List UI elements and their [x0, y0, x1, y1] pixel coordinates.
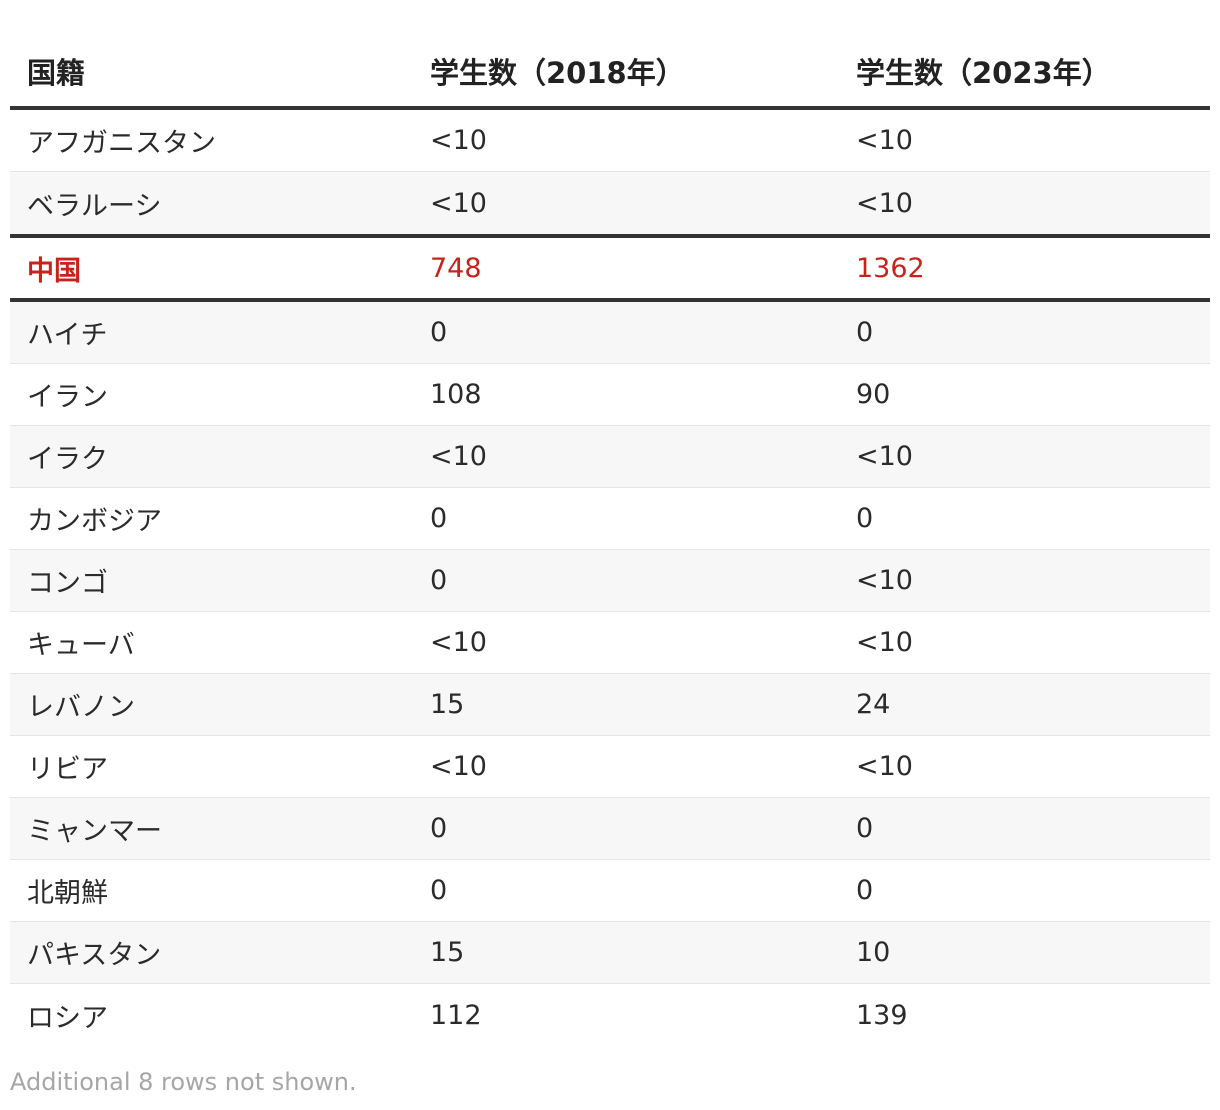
cell-country: レバノン	[27, 692, 135, 723]
cell-students-2018: 0	[430, 813, 448, 844]
cell-students-2018: 15	[430, 937, 465, 968]
cell-country: カンボジア	[27, 506, 162, 537]
cell-country: ロシア	[27, 1002, 108, 1034]
cell-students-2023: 139	[856, 999, 908, 1031]
table-row: キューバ <10 <10	[10, 612, 1210, 674]
cell-students-2023: <10	[856, 441, 913, 472]
table-row: ベラルーシ <10 <10	[10, 172, 1210, 234]
table-row: ハイチ 0 0	[10, 302, 1210, 364]
cell-country: 北朝鮮	[27, 878, 108, 909]
table-row: ロシア 112 139	[10, 984, 1210, 1046]
table-footnote: Additional 8 rows not shown.	[10, 1068, 357, 1096]
cell-country: 中国	[27, 255, 81, 287]
cell-students-2018: 0	[430, 875, 448, 906]
table-row: コンゴ 0 <10	[10, 550, 1210, 612]
cell-students-2018: 112	[430, 999, 482, 1031]
table-row: アフガニスタン <10 <10	[10, 110, 1210, 172]
table-row: イラク <10 <10	[10, 426, 1210, 488]
cell-students-2023: <10	[856, 565, 913, 596]
cell-students-2023: <10	[856, 187, 913, 219]
cell-students-2023: 0	[856, 813, 874, 844]
cell-students-2018: 0	[430, 503, 448, 534]
cell-students-2023: <10	[856, 125, 913, 156]
cell-students-2018: <10	[430, 627, 487, 658]
cell-country: イラク	[27, 444, 108, 475]
cell-students-2018: 108	[430, 379, 482, 410]
cell-students-2023: 1362	[856, 252, 925, 284]
cell-students-2023: 10	[856, 937, 891, 968]
cell-country: イラン	[27, 382, 108, 413]
cell-students-2018: <10	[430, 441, 487, 472]
cell-students-2023: 90	[856, 379, 891, 410]
column-header-students-2023: 学生数（2023年）	[856, 56, 1111, 90]
cell-students-2023: 0	[856, 875, 874, 906]
cell-country: ベラルーシ	[27, 190, 162, 222]
cell-country: ミャンマー	[27, 816, 162, 847]
cell-students-2018: 0	[430, 565, 448, 596]
cell-students-2023: <10	[856, 627, 913, 658]
table-row: イラン 108 90	[10, 364, 1210, 426]
cell-country: アフガニスタン	[27, 128, 216, 159]
cell-students-2018: <10	[430, 125, 487, 156]
data-table: 国籍 学生数（2018年） 学生数（2023年） アフガニスタン <10 <10…	[10, 0, 1210, 1046]
cell-students-2023: 0	[856, 317, 874, 348]
table-header: 国籍 学生数（2018年） 学生数（2023年）	[10, 0, 1210, 110]
cell-country: コンゴ	[27, 568, 108, 599]
table-row: パキスタン 15 10	[10, 922, 1210, 984]
cell-students-2023: <10	[856, 751, 913, 782]
cell-students-2023: 0	[856, 503, 874, 534]
table-row: レバノン 15 24	[10, 674, 1210, 736]
cell-country: リビア	[27, 754, 108, 785]
cell-students-2023: 24	[856, 689, 891, 720]
cell-country: キューバ	[27, 630, 135, 661]
cell-country: ハイチ	[27, 320, 108, 351]
table-row: カンボジア 0 0	[10, 488, 1210, 550]
table-row: リビア <10 <10	[10, 736, 1210, 798]
cell-students-2018: <10	[430, 751, 487, 782]
cell-students-2018: <10	[430, 187, 487, 219]
table-row-highlighted: 中国 748 1362	[10, 234, 1210, 302]
column-header-nationality: 国籍	[27, 56, 86, 90]
table-row: ミャンマー 0 0	[10, 798, 1210, 860]
cell-country: パキスタン	[27, 940, 162, 971]
column-header-students-2018: 学生数（2018年）	[430, 56, 685, 90]
table-row: 北朝鮮 0 0	[10, 860, 1210, 922]
cell-students-2018: 15	[430, 689, 465, 720]
cell-students-2018: 748	[430, 252, 482, 284]
cell-students-2018: 0	[430, 317, 448, 348]
